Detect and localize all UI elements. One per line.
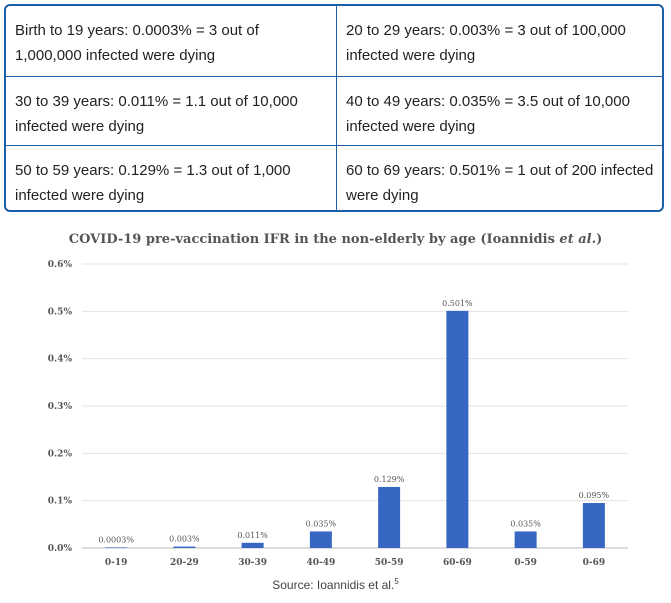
bar: [309, 531, 332, 548]
data-label: 0.0003%: [98, 535, 134, 544]
data-label: 0.011%: [237, 531, 268, 540]
x-tick-label: 0-69: [583, 558, 606, 568]
table-cell: 20 to 29 years: 0.003% = 3 out of 100,00…: [337, 6, 662, 77]
y-tick-label: 0.6%: [48, 260, 73, 270]
bar: [241, 542, 264, 548]
bar: [173, 546, 196, 548]
chart-title: COVID-19 pre-vaccination IFR in the non-…: [0, 232, 671, 247]
data-label: 0.129%: [374, 475, 405, 484]
bar: [582, 503, 605, 548]
data-label: 0.035%: [510, 519, 541, 528]
table-cell: 60 to 69 years: 0.501% = 1 out of 200 in…: [346, 162, 654, 204]
x-tick-label: 30-39: [238, 558, 267, 568]
data-label: 0.035%: [306, 519, 337, 528]
data-label: 0.095%: [579, 491, 610, 500]
chart-title-main: COVID-19 pre-vaccination IFR in the non-…: [68, 232, 560, 247]
x-tick-label: 0-19: [105, 558, 128, 568]
y-tick-label: 0.1%: [48, 497, 73, 507]
source-ref: 5: [394, 577, 399, 586]
bar: [514, 531, 537, 548]
bar-chart: 0.0% 0.1% 0.2% 0.3% 0.4% 0.5% 0.6% 0.0003% 0-19 0…: [48, 260, 628, 568]
y-tick-label: 0.3%: [48, 402, 73, 412]
table-cell: Birth to 19 years: 0.0003% = 3 out of 1,…: [6, 6, 337, 77]
table-cell: 40 to 49 years: 0.035% = 3.5 out of 10,0…: [337, 77, 662, 146]
y-tick-label: 0.2%: [48, 449, 73, 459]
bar: [378, 486, 401, 548]
table-cell: 50 to 59 years: 0.129% = 1.3 out of 1,00…: [6, 146, 337, 210]
data-label: 0.501%: [442, 299, 473, 308]
y-tick-label: 0.5%: [48, 307, 73, 317]
chart-title-end: ): [596, 232, 603, 247]
x-tick-label: 50-59: [375, 558, 404, 568]
data-label: 0.003%: [169, 535, 200, 544]
bar: [446, 310, 469, 548]
source-text: Source: Ioannidis et al.: [272, 578, 395, 592]
table-cell: 30 to 39 years: 0.011% = 1.1 out of 10,0…: [6, 77, 337, 146]
ifr-table: Birth to 19 years: 0.0003% = 3 out of 1,…: [4, 4, 664, 212]
bar: [105, 547, 128, 548]
y-tick-label: 0.0%: [48, 544, 73, 554]
y-tick-label: 0.4%: [48, 355, 73, 365]
source-caption: Source: Ioannidis et al.5: [0, 577, 671, 592]
x-tick-label: 0-59: [514, 558, 537, 568]
x-tick-label: 20-29: [170, 558, 199, 568]
x-tick-label: 60-69: [443, 558, 472, 568]
x-tick-label: 40-49: [306, 558, 335, 568]
chart-title-emphasis: et al.: [559, 232, 597, 247]
